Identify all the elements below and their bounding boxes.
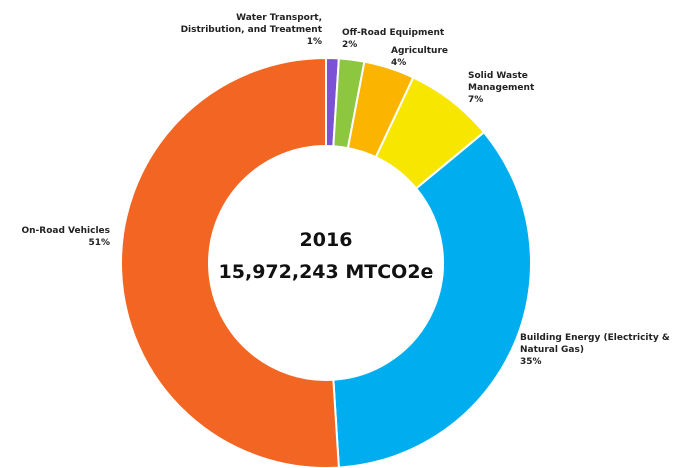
slice-name: Water Transport, Distribution, and Treat… [180,13,322,35]
slice-name: Off-Road Equipment [342,28,445,38]
slice-name: Building Energy (Electricity & Natural G… [520,333,670,355]
donut-slice [120,56,340,468]
slice-percent: 35% [520,357,542,367]
slice-name: On-Road Vehicles [21,226,110,236]
slice-percent: 7% [468,95,484,105]
slice-name: Solid Waste Management [468,71,535,93]
slice-name: Agriculture [391,46,449,56]
slice-label: Solid Waste Management 7% [468,70,548,106]
slice-label: Agriculture 4% [391,45,471,69]
slice-label: Building Energy (Electricity & Natural G… [520,332,670,368]
slice-label: Water Transport, Distribution, and Treat… [170,12,322,48]
slice-percent: 1% [306,37,322,47]
center-total: 15,972,243 MTCO2e [219,261,434,283]
slice-percent: 2% [342,40,358,50]
donut-slice [332,130,532,468]
center-year: 2016 [300,229,353,251]
slice-label: Off-Road Equipment 2% [342,27,462,51]
slice-percent: 51% [88,238,110,248]
slice-label: On-Road Vehicles 51% [0,225,110,249]
slice-percent: 4% [391,58,407,68]
